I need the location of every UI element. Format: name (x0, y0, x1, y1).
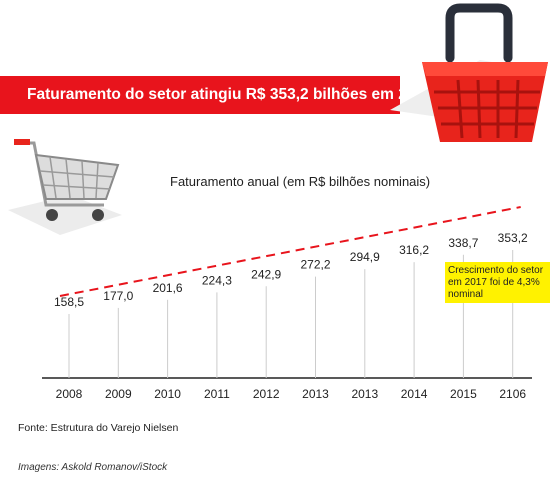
shopping-basket-icon (390, 3, 548, 142)
x-tick-label: 2012 (253, 387, 280, 401)
value-label: 177,0 (103, 289, 133, 303)
value-label: 158,5 (54, 295, 84, 309)
x-tick-label: 2011 (204, 387, 230, 401)
value-label: 272,2 (300, 258, 330, 272)
x-tick-label: 2013 (302, 387, 329, 401)
value-label: 316,2 (399, 243, 429, 257)
x-tick-label: 2008 (56, 387, 83, 401)
x-tick-label: 2106 (499, 387, 526, 401)
value-label: 294,9 (350, 250, 380, 264)
value-label: 201,6 (153, 281, 183, 295)
x-tick-label: 2014 (401, 387, 428, 401)
value-label: 224,3 (202, 273, 232, 287)
image-credits: Imagens: Askold Romanov/iStock (18, 462, 168, 473)
x-tick-label: 2015 (450, 387, 477, 401)
value-label: 338,7 (448, 236, 478, 250)
trend-line (59, 206, 521, 297)
growth-annotation: Crescimento do setor em 2017 foi de 4,3%… (445, 262, 550, 303)
headline-banner: Faturamento do setor atingiu R$ 353,2 bi… (0, 76, 433, 114)
source-note: Fonte: Estrutura do Varejo Nielsen (18, 422, 179, 434)
x-tick-label: 2013 (351, 387, 378, 401)
x-tick-label: 2009 (105, 387, 132, 401)
value-label: 242,9 (251, 267, 281, 281)
shopping-cart-icon (8, 139, 122, 235)
value-label: 353,2 (498, 231, 528, 245)
x-tick-label: 2010 (154, 387, 181, 401)
chart-title: Faturamento anual (em R$ bilhões nominai… (170, 174, 431, 189)
